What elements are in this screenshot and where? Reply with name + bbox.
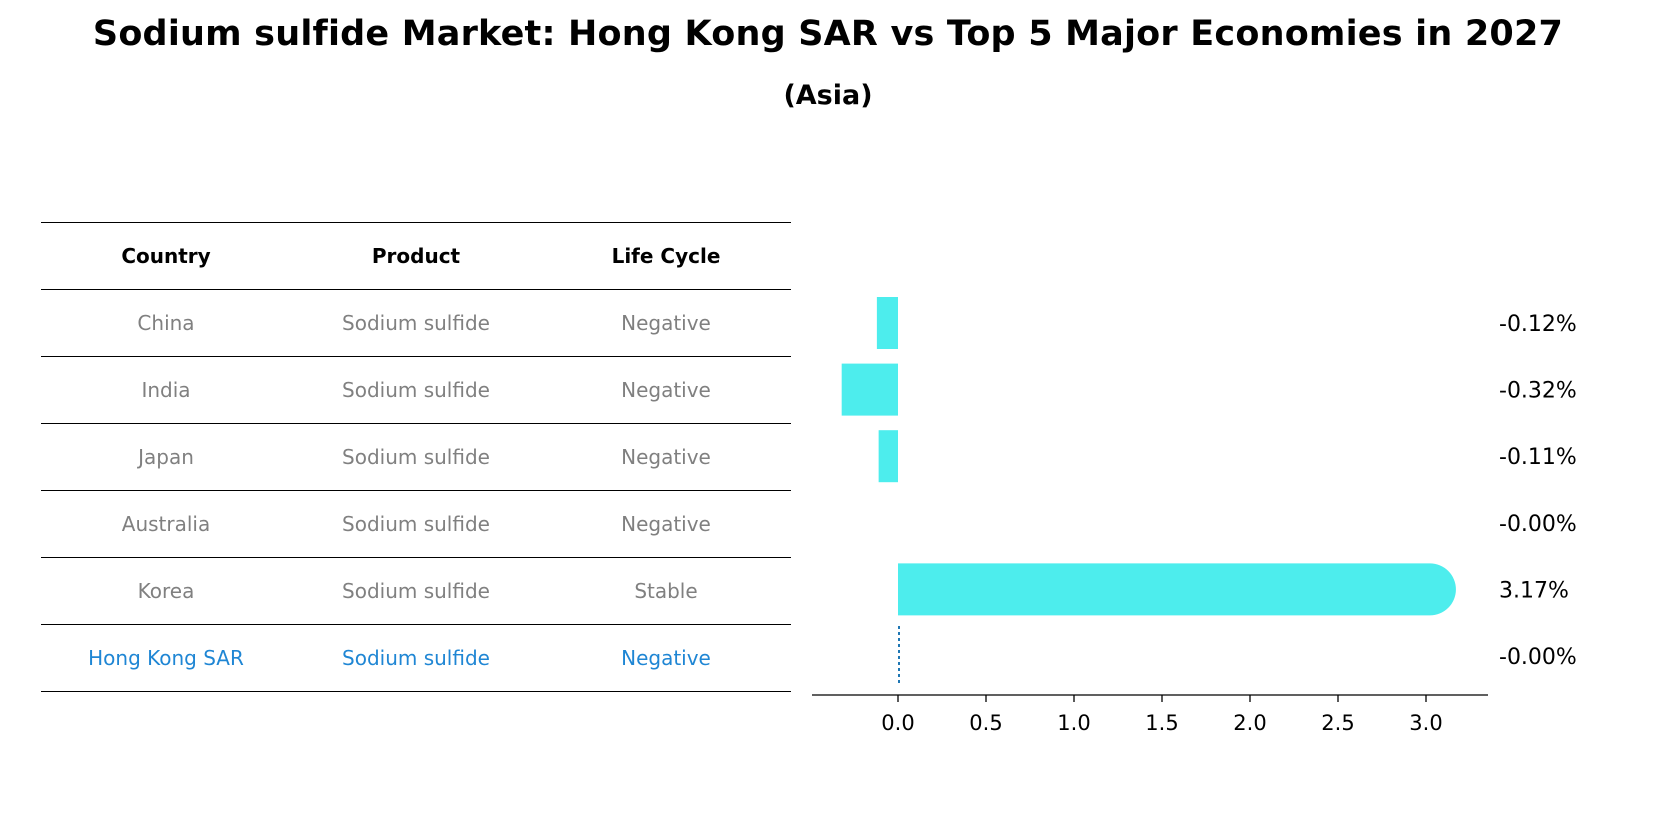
- header-country: Country: [121, 244, 211, 268]
- chart-title: Sodium sulfide Market: Hong Kong SAR vs …: [92, 14, 1564, 54]
- bar-value-label: -0.32%: [1499, 379, 1577, 404]
- table-row-highlighted: Hong Kong SAR Sodium sulfide Negative: [41, 624, 791, 692]
- table-row: Australia Sodium sulfide Negative: [41, 490, 791, 557]
- bar-value-label: -0.00%: [1499, 512, 1577, 537]
- x-tick-label: 0.0: [881, 711, 914, 735]
- cell-life-cycle: Negative: [621, 311, 711, 335]
- table-row: China Sodium sulfide Negative: [41, 289, 791, 356]
- x-tick-label: 1.5: [1145, 711, 1178, 735]
- cell-country: Japan: [138, 445, 194, 469]
- bar: [841, 363, 898, 416]
- bar: [878, 430, 898, 483]
- cell-life-cycle: Negative: [621, 512, 711, 536]
- cell-product: Sodium sulfide: [342, 579, 490, 603]
- bar-value-label: -0.11%: [1499, 445, 1577, 470]
- cell-life-cycle: Negative: [621, 445, 711, 469]
- table-header-row: Country Product Life Cycle: [41, 222, 791, 289]
- header-life-cycle: Life Cycle: [611, 244, 721, 268]
- cell-country: Korea: [137, 579, 195, 603]
- x-tick-label: 0.5: [969, 711, 1002, 735]
- cell-product: Sodium sulfide: [342, 646, 490, 670]
- cell-country: Australia: [121, 512, 211, 536]
- cell-product: Sodium sulfide: [342, 378, 490, 402]
- cell-product: Sodium sulfide: [342, 512, 490, 536]
- cell-life-cycle: Negative: [621, 646, 711, 670]
- x-tick-label: 1.0: [1057, 711, 1090, 735]
- chart-subtitle: (Asia): [783, 80, 873, 111]
- header-product: Product: [371, 244, 461, 268]
- bar-value-label: -0.00%: [1499, 645, 1577, 670]
- cell-product: Sodium sulfide: [342, 311, 490, 335]
- cell-country: India: [141, 378, 191, 402]
- table-row: Korea Sodium sulfide Stable: [41, 557, 791, 624]
- table-row: Japan Sodium sulfide Negative: [41, 423, 791, 490]
- bar-value-label: 3.17%: [1499, 578, 1569, 603]
- x-tick-label: 2.5: [1321, 711, 1354, 735]
- cell-life-cycle: Stable: [634, 579, 698, 603]
- x-tick-label: 3.0: [1409, 711, 1442, 735]
- x-tick-label: 2.0: [1233, 711, 1266, 735]
- cell-product: Sodium sulfide: [342, 445, 490, 469]
- cell-country: China: [137, 311, 195, 335]
- bar: [898, 563, 1456, 616]
- cell-country: Hong Kong SAR: [88, 646, 244, 670]
- data-table: Country Product Life Cycle China Sodium …: [41, 222, 791, 692]
- bar-value-label: -0.12%: [1499, 312, 1577, 337]
- table-row: India Sodium sulfide Negative: [41, 356, 791, 423]
- cell-life-cycle: Negative: [621, 378, 711, 402]
- bar: [876, 297, 898, 349]
